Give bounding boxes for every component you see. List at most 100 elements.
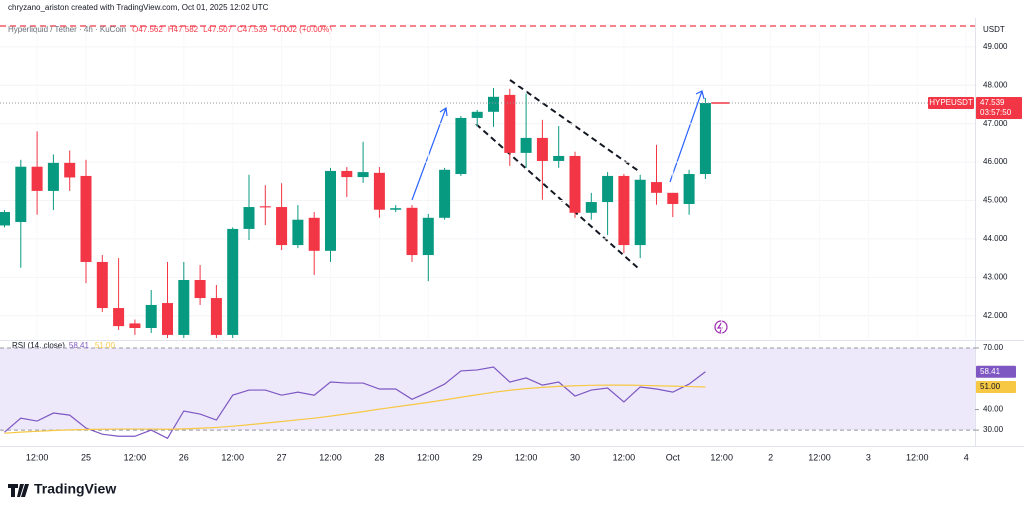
candle-body [0,212,10,226]
x-tick-label: 12:00 [26,452,49,462]
rsi-legend-value: 58.41 [69,341,90,350]
candle-body [602,175,614,203]
candle-body [650,182,662,193]
x-tick-label: 26 [179,452,189,462]
logo-mark [8,484,29,497]
rsi-band [0,347,975,431]
rsi-value-label: 58.41 [980,367,1001,376]
candle-body [308,217,320,251]
rsi-title: RSI (14, close) [12,341,65,350]
candle-body [699,103,711,175]
ohlc-value: O47.562 [132,25,163,34]
rsi-tick-label: 40.00 [983,405,1004,414]
y-tick-label: 44.000 [983,234,1008,243]
ma-legend-value: 51.00 [95,341,116,350]
candle-body [292,219,304,246]
candle-body [210,298,222,335]
candle-body [504,94,516,153]
candle-body [96,261,108,309]
ma-value-label: 51.00 [980,382,1001,391]
candle-body [667,192,679,204]
y-tick-label: 43.000 [983,272,1008,281]
candle-body [80,175,92,262]
footer-logo: TradingView [8,481,116,497]
candle-body [618,175,630,246]
price-tag-box [928,97,974,110]
x-tick-label: 4 [964,452,969,462]
symbol: Hyperliquid / Tether · 4h · KuCoin [8,25,126,34]
candle-body [634,179,646,246]
candle-body [569,155,581,213]
x-tick-label: 12:00 [808,452,831,462]
candle-body [129,323,141,329]
ohlc-value: +0.002 (+0.00%) [272,25,332,34]
candle-body [471,111,483,118]
candle-body [536,137,548,161]
brand: TradingView [34,481,116,497]
y-tick-label: 49.000 [983,42,1008,51]
last-price-box [976,97,1022,120]
credit: chryzano_ariston created with TradingVie… [8,3,269,12]
channel-line [475,123,639,269]
channel-line [509,79,641,173]
ohlc-value: L47.507 [203,25,232,34]
candle-body [145,304,157,329]
candle-body [178,280,190,335]
candle-body [357,172,369,178]
candle-body [15,166,27,223]
candle-body [487,96,499,112]
x-tick-label: 12:00 [613,452,636,462]
countdown: 03:57:50 [980,108,1012,117]
rsi-tick-label: 30.00 [983,425,1004,434]
x-tick-label: 12:00 [319,452,342,462]
rsi-line [4,384,706,434]
x-tick-label: Oct [666,452,681,462]
ohlc-value: H47.582 [168,25,199,34]
candle-body [47,162,59,191]
candle-body [585,202,597,213]
x-tick-label: 12:00 [417,452,440,462]
ma-value-box [976,380,1016,393]
candle-body [31,166,43,191]
candle-body [243,207,255,229]
rsi-tick-label: 70.00 [983,343,1004,352]
candle-body [553,155,565,161]
candle-body [373,172,385,210]
rsi-line [4,366,706,440]
x-tick-label: 28 [374,452,384,462]
candle-body [520,137,532,153]
candle-body [194,280,206,299]
y-tick-label: 42.000 [983,311,1008,320]
x-tick-label: 29 [472,452,482,462]
arrow [669,90,705,183]
candle-body [161,303,173,335]
x-tick-label: 27 [277,452,287,462]
price-tag: HYPEUSDT [929,98,973,107]
candle-body [390,208,402,210]
x-tick-label: 12:00 [124,452,147,462]
candle-body [276,207,288,246]
candle-body [406,207,418,256]
x-tick-label: 12:00 [515,452,538,462]
x-tick-label: 30 [570,452,580,462]
last-price-label: 47.539 [980,98,1005,107]
x-tick-label: 2 [768,452,773,462]
x-tick-label: 12:00 [906,452,929,462]
candle-body [683,174,695,204]
candle-body [439,169,451,218]
candle-body [259,206,271,208]
candle-body [341,170,353,178]
candle-body [113,308,125,327]
x-tick-label: 3 [866,452,871,462]
candle-body [324,170,336,251]
candle-body [64,162,76,178]
y-tick-label: 48.000 [983,80,1008,89]
event-icon-bolt [716,321,723,333]
currency: USDT [983,25,1005,34]
y-tick-label: 46.000 [983,157,1008,166]
x-tick-label: 25 [81,452,91,462]
event-icon [714,320,728,334]
